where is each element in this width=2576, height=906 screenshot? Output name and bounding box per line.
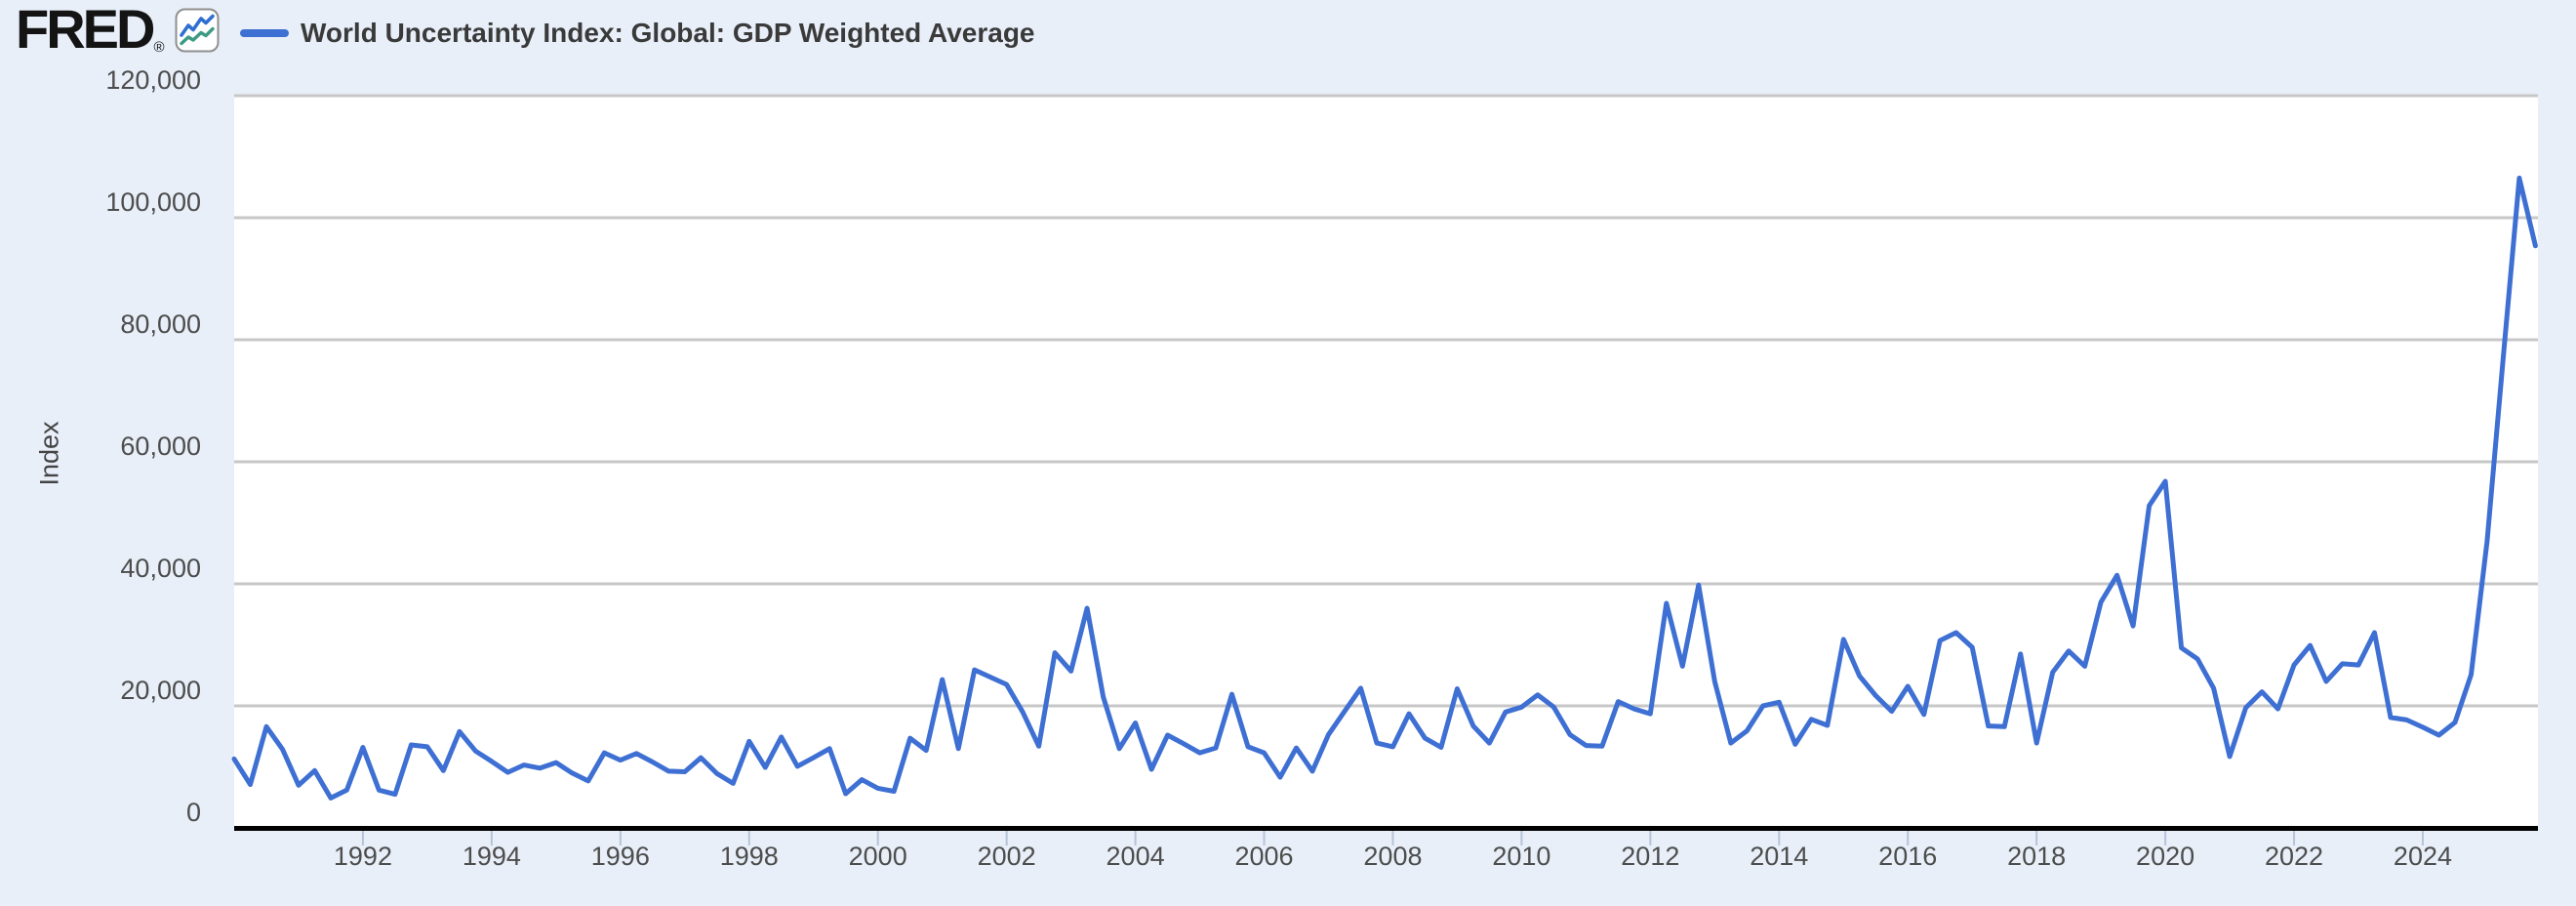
x-tick-label: 2024 [2393,842,2452,871]
x-axis-tick [747,828,750,845]
x-axis-tick-marks [361,828,2424,845]
series-legend-label: World Uncertainty Index: Global: GDP Wei… [301,18,1035,48]
gridline [234,582,2538,586]
y-tick-label: 80,000 [120,309,201,339]
x-axis-tick [2035,828,2038,845]
fred-logo-wordmark: FRED [16,0,155,60]
x-axis-tick [1778,828,1781,845]
gridline [234,704,2538,708]
x-tick-label: 2018 [2007,842,2067,871]
x-axis-tick [1907,828,1910,845]
registered-trademark-symbol: ® [153,39,165,56]
y-tick-label: 100,000 [105,186,201,217]
x-tick-label: 2012 [1621,842,1680,871]
x-tick-label: 2020 [2136,842,2195,871]
y-tick-label: 0 [185,797,201,827]
chart-line[interactable] [231,175,2538,801]
series-color-swatch [240,29,289,37]
x-tick-label: 2000 [848,842,907,871]
x-tick-label: 2014 [1750,842,1809,871]
x-axis-tick [490,828,493,845]
x-tick-label: 1998 [719,842,779,871]
x-axis-line [234,826,2538,831]
x-axis-tick [361,828,364,845]
x-axis-tick [1649,828,1652,845]
gridline [234,460,2538,464]
x-tick-label: 2008 [1363,842,1423,871]
x-axis-tick [2293,828,2296,845]
x-axis-tick [1134,828,1137,845]
line-chart-icon [175,8,220,53]
x-tick-label: 2006 [1234,842,1294,871]
y-tick-label: 20,000 [120,675,201,705]
x-tick-label: 2022 [2264,842,2324,871]
fred-logo[interactable]: FRED ® [16,0,220,60]
x-axis-tick [1391,828,1394,845]
gridline [234,216,2538,220]
legend: World Uncertainty Index: Global: GDP Wei… [240,18,1035,49]
x-axis-tick [876,828,879,845]
y-tick-label: 40,000 [120,553,201,583]
gridline [234,338,2538,342]
x-tick-label: 1992 [333,842,392,871]
y-tick-label: 60,000 [120,431,201,461]
x-tick-label: 1996 [590,842,650,871]
x-tick-label: 2002 [977,842,1036,871]
x-axis-tick [1520,828,1523,845]
x-axis-tick [619,828,622,845]
gridline [234,94,2538,98]
x-tick-label: 1994 [462,842,521,871]
y-tick-label: 120,000 [105,64,201,95]
x-tick-label: 2016 [1878,842,1938,871]
x-tick-label: 2010 [1492,842,1551,871]
x-axis-tick [1263,828,1266,845]
x-axis-tick [2421,828,2424,845]
x-axis-tick [2164,828,2167,845]
x-axis-tick [1005,828,1008,845]
x-tick-label: 2004 [1106,842,1165,871]
